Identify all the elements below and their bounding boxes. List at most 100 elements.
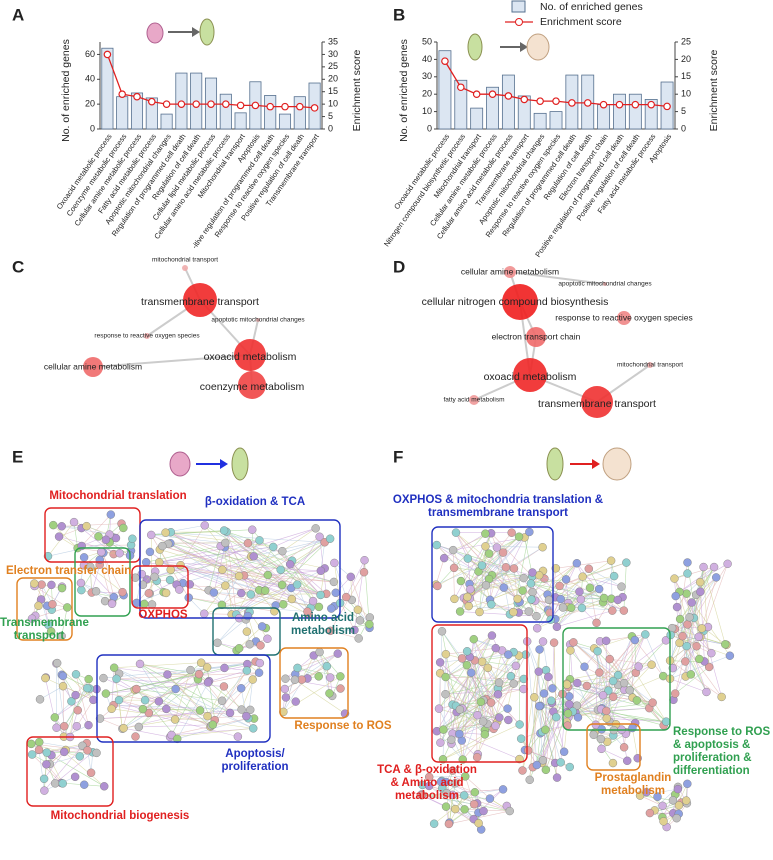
ppi-node xyxy=(569,638,578,647)
ppi-edge xyxy=(180,564,264,592)
ppi-node xyxy=(213,638,222,648)
ppi-edge xyxy=(701,577,717,629)
ppi-node xyxy=(287,594,297,604)
ppi-node xyxy=(58,779,67,788)
ppi-edge xyxy=(103,552,115,598)
ppi-edge xyxy=(212,663,248,725)
ppi-edge xyxy=(146,556,252,580)
ppi-node xyxy=(589,730,598,739)
ppi-node xyxy=(474,819,483,828)
ppi-edge xyxy=(444,557,479,572)
ppi-node xyxy=(556,758,565,767)
ppi-node xyxy=(355,616,365,625)
ppi-edge xyxy=(442,734,486,760)
ppi-node xyxy=(606,556,616,565)
ppi-node xyxy=(659,817,668,826)
ppi-node xyxy=(481,542,490,551)
ppi-node xyxy=(94,532,103,541)
ppi-node xyxy=(577,603,587,613)
ppi-node xyxy=(225,708,235,718)
ppi-node xyxy=(424,781,434,791)
network-node xyxy=(581,386,613,418)
ppi-node xyxy=(63,603,72,612)
ppi-node xyxy=(171,684,180,694)
ppi-node xyxy=(439,725,448,734)
ppi-node xyxy=(455,705,465,714)
score-marker xyxy=(615,100,624,109)
ppi-node xyxy=(73,706,82,715)
panel-label: B xyxy=(393,5,405,24)
score-marker xyxy=(310,104,319,112)
ppi-edge xyxy=(435,558,445,585)
network-node xyxy=(526,327,546,347)
ppi-node xyxy=(97,547,106,557)
ppi-edge xyxy=(469,532,512,585)
ppi-node xyxy=(685,613,694,622)
ppi-node xyxy=(535,701,544,711)
ppi-node xyxy=(578,572,587,581)
ppi-edge xyxy=(175,672,260,690)
y-tick-label: 10 xyxy=(422,106,432,116)
network-node-label: apoptotic mitochondrial changes xyxy=(558,281,652,288)
ppi-edge xyxy=(81,544,132,547)
ppi-edge xyxy=(679,591,686,662)
network-edge xyxy=(92,354,251,368)
ppi-node xyxy=(200,521,209,530)
legend-label: No. of enriched genes xyxy=(540,1,643,13)
ppi-node xyxy=(154,697,164,706)
ppi-edge xyxy=(530,579,567,584)
ppi-node xyxy=(622,558,631,567)
ppi-node xyxy=(161,588,171,598)
ppi-edge xyxy=(462,700,484,760)
y-tick-label: 50 xyxy=(422,36,432,46)
ppi-edge xyxy=(449,794,453,823)
ppi-node xyxy=(483,663,493,673)
ppi-edge xyxy=(459,651,514,735)
ppi-edge xyxy=(604,711,667,722)
ppi-edge xyxy=(170,531,252,595)
ppi-node xyxy=(242,666,252,675)
ppi-edge xyxy=(596,598,612,623)
ppi-node xyxy=(547,696,556,705)
ppi-node xyxy=(673,784,683,794)
ppi-node xyxy=(71,690,80,700)
ppi-edge xyxy=(122,662,202,729)
ppi-node xyxy=(437,627,447,636)
ppi-node xyxy=(527,595,536,604)
module-box xyxy=(139,519,341,619)
ppi-node xyxy=(354,634,363,643)
ppi-edge xyxy=(479,601,520,613)
y-axis-title: No. of enriched genes xyxy=(398,39,410,142)
ppi-edge xyxy=(159,546,274,563)
network-node-label: transmembrane transport xyxy=(141,296,259,308)
ppi-edge xyxy=(556,610,613,628)
ppi-node xyxy=(114,695,124,705)
ppi-node xyxy=(311,524,320,533)
ppi-node xyxy=(682,589,691,598)
module-box xyxy=(586,723,641,771)
score-marker xyxy=(295,102,304,111)
ppi-edge xyxy=(204,584,298,614)
ppi-node xyxy=(481,529,490,538)
ppi-edge xyxy=(479,585,487,613)
ppi-node xyxy=(106,510,116,519)
ppi-node xyxy=(242,627,252,636)
ppi-node xyxy=(619,606,629,615)
ppi-node xyxy=(672,813,681,823)
score-marker xyxy=(133,92,141,101)
ppi-node xyxy=(237,684,246,693)
ppi-node xyxy=(245,640,254,649)
network-node xyxy=(647,362,653,368)
ppi-node xyxy=(186,665,195,675)
ppi-edge xyxy=(536,717,557,766)
panel-label: E xyxy=(12,447,23,466)
ppi-node xyxy=(609,692,618,702)
ppi-node xyxy=(138,580,148,589)
ppi-node xyxy=(505,806,514,816)
score-marker xyxy=(281,102,289,111)
ppi-node xyxy=(696,587,705,596)
ppi-node xyxy=(52,658,62,668)
ppi-node xyxy=(647,660,656,669)
ppi-node xyxy=(100,782,109,791)
ppi-node xyxy=(433,581,442,591)
